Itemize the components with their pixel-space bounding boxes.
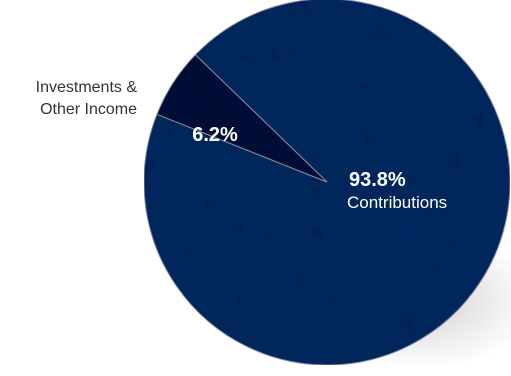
pie-slices [143,0,511,366]
category-label-investments-line-2: Other Income [40,101,137,118]
pie-slice-contributions [143,0,511,366]
data-label-investments: 6.2% [192,124,238,146]
pie-labels: 93.8% Contributions 6.2% Investments & Other… [36,79,448,212]
category-label-investments-line-1: Investments & [36,79,138,96]
pie-slice-investments [156,54,328,183]
data-label-contributions: 93.8% [349,169,406,191]
category-label-contributions: Contributions [347,193,447,212]
